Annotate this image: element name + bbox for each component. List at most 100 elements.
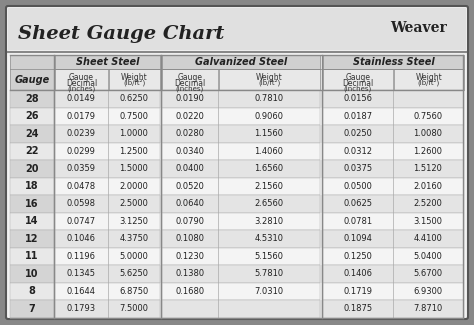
Bar — [162, 282, 320, 300]
Bar — [55, 69, 108, 90]
Text: 0.1230: 0.1230 — [175, 252, 204, 261]
Text: 0.0239: 0.0239 — [66, 129, 95, 138]
Text: 11: 11 — [25, 251, 39, 261]
Bar — [162, 213, 320, 230]
Text: 22: 22 — [25, 146, 39, 156]
Bar — [10, 230, 54, 248]
Text: 5.6250: 5.6250 — [119, 269, 148, 278]
Bar — [162, 90, 320, 108]
Bar — [323, 108, 464, 125]
Text: 5.0400: 5.0400 — [413, 252, 442, 261]
Text: 0.0179: 0.0179 — [66, 112, 95, 121]
Text: 1.0000: 1.0000 — [119, 129, 148, 138]
Text: Sheet Gauge Chart: Sheet Gauge Chart — [18, 25, 224, 43]
Text: 0.0190: 0.0190 — [175, 94, 204, 103]
Bar — [162, 125, 320, 142]
Text: 0.1094: 0.1094 — [344, 234, 373, 243]
Text: 7.8710: 7.8710 — [413, 304, 443, 313]
Text: 24: 24 — [25, 129, 39, 139]
Bar — [10, 213, 464, 230]
Text: 2.5000: 2.5000 — [119, 199, 148, 208]
Text: 3.2810: 3.2810 — [255, 217, 283, 226]
Bar — [55, 230, 160, 248]
Text: 2.0000: 2.0000 — [119, 182, 148, 191]
Bar — [10, 248, 54, 265]
Text: 0.7500: 0.7500 — [119, 112, 148, 121]
Text: 0.0781: 0.0781 — [344, 217, 373, 226]
Bar — [162, 142, 320, 160]
Text: 0.1046: 0.1046 — [66, 234, 95, 243]
Bar — [323, 90, 464, 108]
Bar — [55, 55, 160, 69]
Bar — [162, 177, 320, 195]
Bar — [323, 300, 464, 318]
Bar — [10, 90, 54, 108]
Bar — [323, 248, 464, 265]
Text: 6.8750: 6.8750 — [119, 287, 149, 296]
Bar — [162, 55, 320, 69]
Text: Gauge: Gauge — [177, 73, 202, 82]
Text: 0.0747: 0.0747 — [66, 217, 96, 226]
Text: 0.0250: 0.0250 — [344, 129, 373, 138]
Bar — [323, 142, 464, 160]
Bar — [10, 213, 54, 230]
Text: 28: 28 — [25, 94, 39, 104]
Bar — [394, 69, 464, 90]
Bar — [323, 125, 464, 142]
Bar — [10, 108, 54, 125]
Bar — [10, 265, 464, 282]
Text: 6.9300: 6.9300 — [413, 287, 443, 296]
Text: (inches): (inches) — [176, 85, 204, 92]
Bar — [55, 300, 160, 318]
Text: 1.2600: 1.2600 — [413, 147, 443, 156]
Bar — [162, 195, 320, 213]
Text: 0.0280: 0.0280 — [175, 129, 204, 138]
Bar — [10, 195, 464, 213]
Text: 5.6700: 5.6700 — [413, 269, 443, 278]
Text: 0.0478: 0.0478 — [66, 182, 96, 191]
Bar — [55, 125, 160, 142]
Text: 1.5000: 1.5000 — [119, 164, 148, 173]
Bar — [323, 230, 464, 248]
Text: 1.2500: 1.2500 — [119, 147, 148, 156]
Bar — [323, 177, 464, 195]
Bar — [10, 177, 54, 195]
Text: (inches): (inches) — [344, 85, 372, 92]
Text: 0.7810: 0.7810 — [255, 94, 283, 103]
Text: Weaver: Weaver — [390, 21, 447, 35]
FancyBboxPatch shape — [6, 6, 468, 319]
Text: 0.0625: 0.0625 — [344, 199, 373, 208]
Text: 16: 16 — [25, 199, 39, 209]
Bar — [55, 265, 160, 282]
Text: 0.1406: 0.1406 — [344, 269, 373, 278]
Text: 0.0598: 0.0598 — [66, 199, 95, 208]
Text: 0.0299: 0.0299 — [66, 147, 95, 156]
Text: 18: 18 — [25, 181, 39, 191]
Bar — [55, 177, 160, 195]
Text: 5.0000: 5.0000 — [119, 252, 148, 261]
Text: Galvanized Steel: Galvanized Steel — [195, 57, 287, 67]
Text: 0.1080: 0.1080 — [175, 234, 204, 243]
Bar — [10, 265, 54, 282]
Bar — [323, 282, 464, 300]
Text: Weight: Weight — [121, 73, 148, 82]
Text: Sheet Steel: Sheet Steel — [76, 57, 139, 67]
Text: 0.1380: 0.1380 — [175, 269, 205, 278]
Text: Decimal: Decimal — [66, 79, 97, 88]
Text: 7.0310: 7.0310 — [255, 287, 283, 296]
Bar — [55, 108, 160, 125]
Bar — [109, 69, 160, 90]
Text: 0.0790: 0.0790 — [175, 217, 204, 226]
Bar — [10, 300, 464, 318]
Bar — [10, 108, 464, 125]
Text: (lb/ft²): (lb/ft²) — [123, 79, 146, 86]
Text: 0.1680: 0.1680 — [175, 287, 205, 296]
Bar — [55, 282, 160, 300]
Bar — [10, 142, 54, 160]
Text: 1.0080: 1.0080 — [413, 129, 443, 138]
Text: 0.7560: 0.7560 — [413, 112, 443, 121]
Bar — [10, 282, 54, 300]
Bar — [323, 195, 464, 213]
Text: Gauge: Gauge — [69, 73, 94, 82]
Text: 2.6560: 2.6560 — [255, 199, 283, 208]
